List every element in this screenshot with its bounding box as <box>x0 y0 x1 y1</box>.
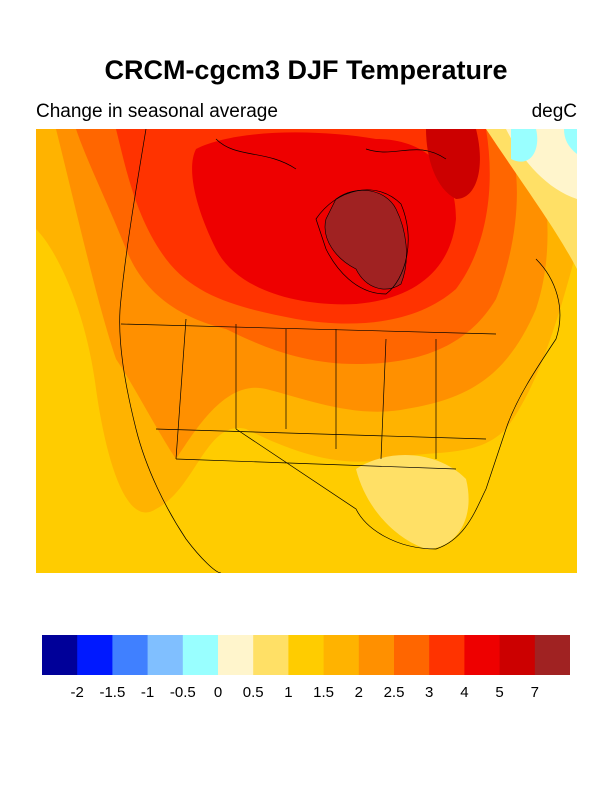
colorbar-tick-label: -1 <box>140 684 155 701</box>
colorbar-tick-label: -2 <box>70 684 84 701</box>
colorbar-swatch <box>464 635 501 675</box>
colorbar-swatch <box>77 635 113 675</box>
colorbar-tick-label: 1 <box>284 684 293 701</box>
contour-7-region <box>426 129 480 199</box>
colorbar <box>42 635 570 675</box>
hudson-bay-max <box>324 190 407 290</box>
units-label: degC <box>531 101 577 122</box>
colorbar-swatch <box>253 635 289 675</box>
colorbar-swatch <box>323 635 360 675</box>
colorbar-swatch <box>42 635 78 675</box>
colorbar-tick-label: -0.5 <box>169 684 196 701</box>
colorbar-swatch <box>534 635 570 675</box>
colorbar-tick-label: 2.5 <box>383 684 405 701</box>
colorbar-tick-label: 5 <box>495 684 504 701</box>
colorbar-tick-label: 2 <box>354 684 363 701</box>
colorbar-swatch <box>147 635 184 675</box>
colorbar-swatch <box>182 635 219 675</box>
colorbar-swatch <box>499 635 536 675</box>
map-subtitle: Change in seasonal average <box>36 101 278 122</box>
boundaries <box>119 129 561 573</box>
colorbar-tick-label: -1.5 <box>99 684 126 701</box>
contour-0 <box>511 129 577 162</box>
colorbar-swatch <box>394 635 430 675</box>
southeast-contour-1 <box>356 455 469 549</box>
colorbar-tick-label: 4 <box>460 684 469 701</box>
colorbar-tick-label: 0.5 <box>242 684 264 701</box>
colorbar-swatch <box>288 635 325 675</box>
colorbar-swatch <box>112 635 149 675</box>
colorbar-swatch <box>358 635 395 675</box>
temperature-change-map <box>36 129 577 573</box>
colorbar-tick-label: 1.5 <box>313 684 335 701</box>
colorbar-swatch <box>218 635 254 675</box>
colorbar-swatch <box>429 635 465 675</box>
map-title: CRCM-cgcm3 DJF Temperature <box>104 55 508 85</box>
colorbar-tick-label: 3 <box>425 684 434 701</box>
colorbar-tick-label: 0 <box>213 684 223 701</box>
colorbar-tick-label: 7 <box>530 684 539 701</box>
